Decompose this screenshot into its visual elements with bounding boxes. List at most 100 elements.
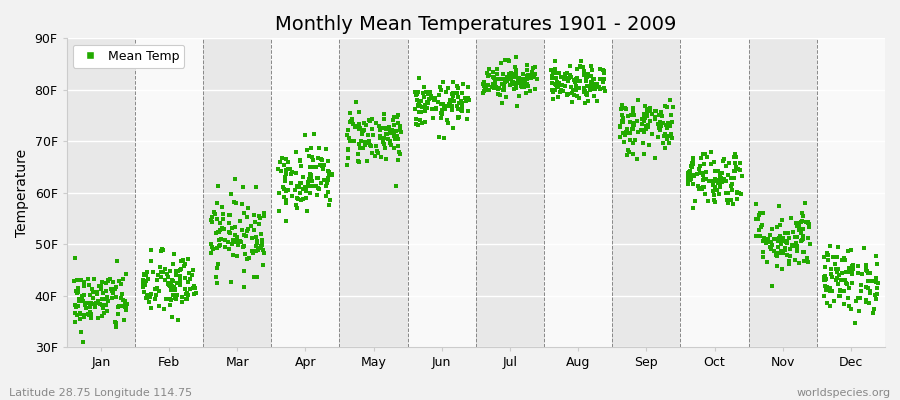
Point <box>105 287 120 294</box>
Point <box>498 79 512 86</box>
Point <box>619 129 634 135</box>
Point <box>94 313 109 319</box>
Point <box>163 296 177 302</box>
Point <box>461 84 475 90</box>
Point <box>300 208 314 214</box>
Point <box>587 76 601 82</box>
Point <box>277 194 292 200</box>
Point <box>245 235 259 242</box>
Point <box>842 269 856 276</box>
Point <box>302 183 317 189</box>
Point <box>322 169 337 175</box>
Point <box>391 136 405 142</box>
Point <box>298 132 312 138</box>
Point <box>211 265 225 272</box>
Point <box>637 128 652 135</box>
Point <box>504 76 518 83</box>
Point <box>779 238 794 245</box>
Point <box>310 192 325 198</box>
Point <box>188 284 202 291</box>
Point <box>830 275 844 282</box>
Point <box>658 144 672 151</box>
Point <box>141 276 156 282</box>
Point <box>216 216 230 222</box>
Point <box>642 142 656 148</box>
Point <box>139 294 153 301</box>
Point <box>625 126 639 132</box>
Point <box>587 84 601 90</box>
Point <box>361 132 375 138</box>
Point <box>508 64 523 70</box>
Point <box>704 178 718 184</box>
Point <box>208 210 222 217</box>
Point <box>661 119 675 126</box>
Point <box>550 82 564 89</box>
Point <box>819 287 833 293</box>
Point <box>545 89 560 95</box>
Point <box>105 288 120 294</box>
Point <box>349 123 364 129</box>
Point <box>481 73 495 79</box>
Point <box>356 145 371 151</box>
Point <box>215 203 230 210</box>
Point <box>364 149 379 156</box>
Point <box>239 228 254 234</box>
Point <box>178 285 193 292</box>
Point <box>178 261 193 268</box>
Point <box>278 174 293 180</box>
Point <box>425 106 439 112</box>
Point <box>322 172 337 179</box>
Point <box>706 159 721 166</box>
Point <box>788 220 803 226</box>
Point <box>616 130 630 136</box>
Point <box>69 276 84 283</box>
Point <box>247 212 261 218</box>
Point <box>597 85 611 91</box>
Point <box>508 70 523 76</box>
Point <box>654 122 669 129</box>
Point <box>495 81 509 88</box>
Point <box>377 125 392 132</box>
Point <box>231 238 246 244</box>
Point <box>753 210 768 217</box>
Point <box>183 286 197 292</box>
Point <box>863 270 878 276</box>
Point <box>298 188 312 194</box>
Point <box>790 247 805 253</box>
Point <box>577 71 591 78</box>
Point <box>615 118 629 125</box>
Point <box>519 72 534 79</box>
Point <box>178 275 193 282</box>
Point <box>409 92 423 98</box>
Point <box>731 166 745 172</box>
Point <box>340 132 355 138</box>
Point <box>107 286 122 292</box>
Point <box>708 177 723 184</box>
Point <box>169 280 184 286</box>
Point <box>820 250 834 257</box>
Point <box>825 254 840 260</box>
Point <box>729 154 743 160</box>
Point <box>377 111 392 117</box>
Point <box>375 124 390 131</box>
Point <box>108 319 122 325</box>
Point <box>161 282 176 288</box>
Point <box>824 274 839 280</box>
Point <box>237 210 251 216</box>
Point <box>497 86 511 93</box>
Point <box>418 105 433 111</box>
Point <box>75 293 89 299</box>
Point <box>250 240 265 246</box>
Point <box>626 120 640 126</box>
Point <box>680 174 695 181</box>
Point <box>362 117 376 123</box>
Point <box>549 82 563 88</box>
Point <box>418 118 432 125</box>
Point <box>137 271 151 277</box>
Point <box>718 178 733 184</box>
Point <box>665 135 680 141</box>
Point <box>352 159 366 165</box>
Point <box>382 130 397 136</box>
Point <box>823 242 837 249</box>
Point <box>714 174 728 181</box>
